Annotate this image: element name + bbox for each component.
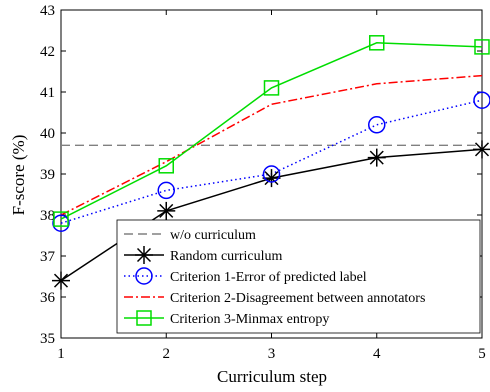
series-2-point-4 — [368, 116, 386, 134]
series-4-point-2 — [158, 158, 174, 174]
series-2-point-1 — [52, 214, 70, 232]
series-4-point-3 — [263, 80, 280, 96]
tick-labels: 35 36 37 38 39 40 41 42 43 1 2 3 4 5 — [40, 3, 486, 362]
series-line-2 — [60, 99, 483, 224]
legend: w/o curriculum Random curriculum Criterion… — [116, 219, 481, 334]
series-2-point-3 — [262, 165, 281, 183]
x-tick-label: 1 — [57, 346, 65, 362]
legend-label-1: w/o curriculum — [170, 228, 256, 243]
series-2-point-2 — [157, 181, 175, 200]
x-tick-label: 5 — [478, 346, 486, 362]
legend-label-3: Criterion 1-Error of predicted label — [170, 270, 367, 285]
y-tick-label: 39 — [40, 167, 55, 183]
series-1-point-5-d2 — [474, 142, 490, 157]
legend-marker-5 — [136, 310, 152, 326]
series-1-point-4-d2 — [369, 150, 384, 165]
x-tick-label: 2 — [163, 346, 171, 362]
legend-label-5: Criterion 3-Minmax entropy — [170, 312, 329, 327]
y-tick-label: 40 — [40, 126, 55, 142]
y-tick-label: 36 — [40, 290, 56, 306]
y-tick-label: 35 — [40, 331, 55, 347]
series-4-point-5 — [474, 39, 490, 55]
legend-box — [116, 219, 481, 334]
y-tick-label: 38 — [40, 208, 55, 224]
series-line-4 — [60, 42, 483, 220]
x-axis-title: Curriculum step — [217, 367, 327, 386]
x-tick-label: 3 — [268, 346, 276, 362]
series-1-point-2-d2 — [159, 203, 174, 218]
series-4-point-4 — [369, 35, 385, 51]
series-4-point-1 — [53, 211, 69, 227]
y-axis-title: F-score (%) — [9, 135, 28, 216]
series-line-3 — [60, 74, 483, 216]
legend-label-4: Criterion 2-Disagreement between annotat… — [170, 291, 425, 306]
series-markers — [52, 35, 490, 290]
y-tick-label: 43 — [40, 3, 55, 19]
y-tick-label: 37 — [40, 249, 56, 265]
legend-label-2: Random curriculum — [170, 249, 282, 264]
y-tick-label: 42 — [40, 44, 55, 60]
y-tick-label: 41 — [40, 85, 55, 101]
series-1-point-3-d2 — [264, 171, 279, 186]
legend-marker-2-d2 — [136, 247, 152, 263]
series-1-point-1-d2 — [53, 273, 69, 288]
series-2-point-5 — [473, 91, 490, 109]
x-tick-label: 4 — [373, 346, 381, 362]
legend-marker-3 — [135, 267, 153, 285]
